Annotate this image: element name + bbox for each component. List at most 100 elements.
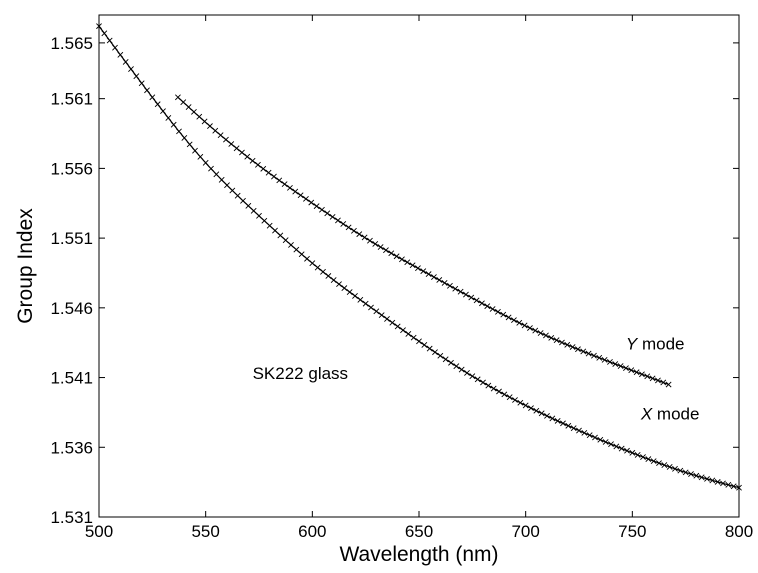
data-point-marker (324, 210, 331, 217)
x-tick-label: 800 (725, 522, 753, 541)
data-point-marker (698, 474, 705, 481)
data-point-marker (564, 341, 571, 348)
data-point-marker (624, 447, 630, 454)
data-point-marker (201, 118, 208, 125)
data-point-marker (548, 334, 555, 341)
data-point-marker (329, 213, 336, 220)
data-point-marker (325, 273, 332, 279)
data-point-marker (384, 315, 390, 322)
data-point-marker (260, 165, 267, 172)
data-point-marker (287, 184, 293, 191)
data-point-marker (373, 308, 380, 315)
data-point-marker (601, 356, 608, 363)
data-point-marker (431, 274, 437, 280)
data-point-marker (629, 449, 636, 456)
data-point-marker (617, 363, 624, 369)
data-point-marker (106, 37, 113, 44)
data-point-marker (176, 128, 182, 135)
data-point-marker (655, 377, 661, 384)
data-point-marker (340, 220, 347, 227)
data-point-marker (96, 23, 102, 30)
data-point-marker (554, 417, 561, 424)
data-point-marker (319, 206, 325, 213)
data-point-marker (522, 402, 529, 409)
data-point-marker (490, 385, 497, 392)
data-point-marker (527, 325, 533, 331)
data-point-marker (516, 319, 523, 326)
data-point-marker (512, 397, 518, 403)
y-axis-title: Group Index (14, 208, 37, 324)
data-point-marker (165, 115, 172, 121)
data-point-marker (704, 475, 710, 482)
data-point-marker (223, 136, 229, 143)
data-point-marker (191, 108, 197, 115)
data-point-marker (313, 203, 320, 210)
data-point-marker (250, 207, 257, 214)
data-point-marker (576, 427, 582, 434)
data-point-marker (361, 234, 368, 241)
data-point-marker (521, 322, 528, 329)
data-point-marker (473, 297, 480, 304)
data-point-marker (505, 314, 512, 321)
data-point-marker (559, 339, 565, 346)
data-point-marker (293, 246, 300, 253)
data-point-marker (144, 87, 150, 94)
x-tick-label: 600 (298, 522, 326, 541)
data-point-marker (720, 480, 726, 487)
data-point-marker (404, 259, 411, 266)
data-point-marker (448, 359, 454, 366)
annotation-suffix: mode (637, 335, 684, 354)
data-point-marker (249, 157, 256, 164)
data-point-marker (181, 135, 188, 141)
data-point-marker (480, 379, 486, 386)
data-point-marker (500, 311, 507, 318)
data-point-marker (368, 304, 374, 311)
data-point-marker (420, 268, 427, 275)
data-point-marker (416, 338, 422, 345)
annotation-label: Y mode (626, 335, 685, 354)
data-point-marker (335, 217, 341, 224)
data-point-marker (634, 452, 641, 458)
data-point-marker (436, 277, 443, 283)
data-point-marker (580, 348, 587, 355)
data-point-marker (271, 173, 277, 180)
data-point-marker (112, 44, 118, 51)
data-point-marker (410, 334, 417, 341)
data-point-marker (517, 399, 524, 406)
data-point-marker (730, 483, 737, 490)
annotation-suffix: mode (652, 404, 699, 423)
data-point-marker (607, 359, 613, 365)
data-point-marker (682, 469, 689, 476)
data-point-marker (495, 308, 501, 315)
data-point-marker (298, 251, 305, 258)
plot-area-frame (98, 14, 740, 518)
data-point-marker (239, 149, 245, 156)
data-point-marker (736, 484, 742, 491)
data-point-marker (117, 51, 124, 58)
data-point-marker (228, 141, 235, 147)
data-point-marker (463, 291, 469, 298)
x-tick-label: 550 (191, 522, 219, 541)
data-point-marker (281, 181, 288, 188)
data-point-marker (122, 59, 129, 65)
data-point-marker (538, 410, 545, 417)
data-point-marker (400, 327, 406, 334)
data-point-marker (644, 373, 651, 380)
data-point-marker (282, 237, 289, 244)
data-point-marker (196, 113, 203, 120)
data-point-marker (506, 394, 513, 401)
data-point-marker (308, 199, 315, 206)
data-point-marker (458, 366, 465, 373)
data-point-marker (244, 153, 251, 160)
data-point-marker (586, 432, 593, 439)
data-point-marker (484, 303, 491, 310)
data-point-marker (602, 439, 609, 445)
data-point-marker (468, 294, 475, 301)
data-point-marker (633, 369, 640, 376)
data-point-marker (575, 346, 581, 353)
data-point-marker (336, 281, 342, 288)
data-point-marker (255, 161, 261, 168)
data-point-marker (592, 434, 598, 441)
data-point-marker (528, 405, 534, 412)
